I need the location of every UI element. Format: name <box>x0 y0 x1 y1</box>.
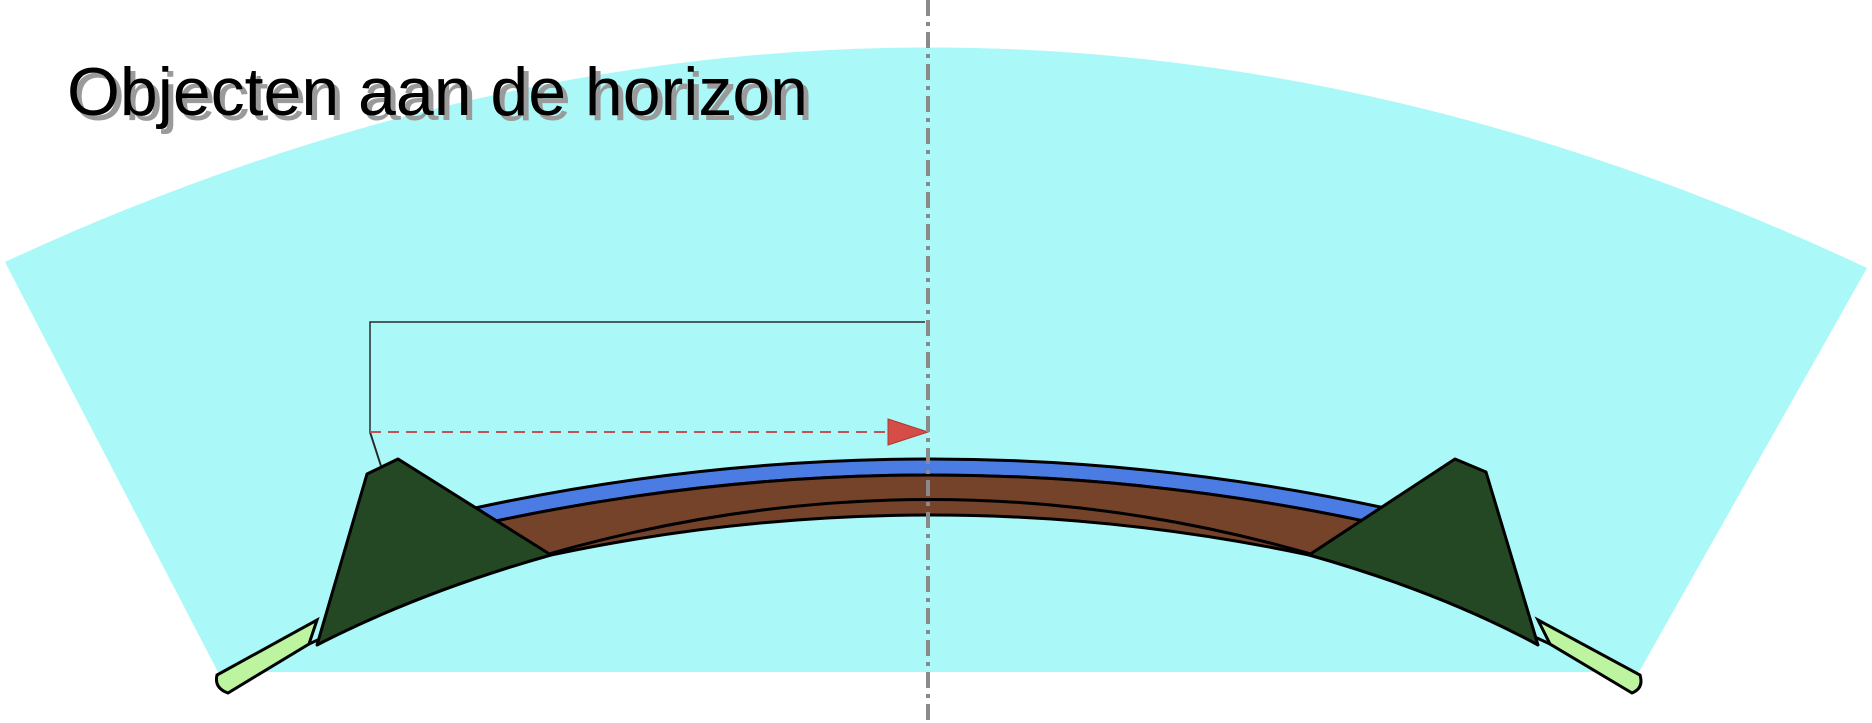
grass-strip-right <box>1534 616 1643 695</box>
grass-strip-left <box>215 616 320 695</box>
mountain-left <box>315 457 553 647</box>
page-title: Objecten aan de horizon <box>67 54 808 130</box>
title-shadow: Objecten aan de horizon <box>72 59 813 135</box>
arrow-icon <box>887 418 930 446</box>
sight-line-leg <box>369 431 382 467</box>
sky-sector <box>5 47 1867 673</box>
sight-line-box <box>369 321 925 432</box>
mountain-right <box>1307 457 1540 647</box>
